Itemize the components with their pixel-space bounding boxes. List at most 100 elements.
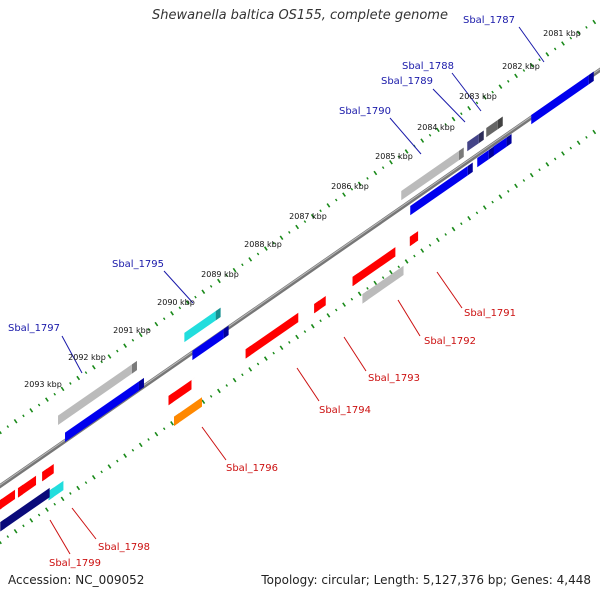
gene-label[interactable]: Sbal_1795 <box>112 259 164 270</box>
tick-mark <box>241 263 244 267</box>
gene-feature[interactable] <box>245 309 304 359</box>
gene-label-leader <box>451 72 482 112</box>
tick-mark <box>256 252 260 256</box>
gene-feature[interactable] <box>0 484 55 532</box>
kbp-label: 2091 kbp <box>113 326 151 335</box>
tick-mark <box>381 166 385 170</box>
gene-bar-side <box>138 377 144 391</box>
gene-label[interactable]: Sbal_1793 <box>368 373 420 384</box>
gene-feature[interactable] <box>409 227 424 247</box>
gene-feature[interactable] <box>42 460 59 482</box>
gene-feature[interactable] <box>65 377 144 442</box>
tick-mark <box>29 408 34 413</box>
gene-bar-face <box>48 480 64 501</box>
gene-label[interactable]: Sbal_1797 <box>8 323 60 334</box>
gene-bar-face <box>184 311 216 343</box>
gene-bar-face <box>0 489 16 510</box>
gene-feature[interactable] <box>493 133 512 156</box>
gene-feature[interactable] <box>362 262 409 304</box>
tick-mark <box>131 338 135 342</box>
gene-feature[interactable] <box>531 71 594 125</box>
tick-mark <box>131 448 135 452</box>
tick-mark <box>6 535 10 538</box>
tick-mark <box>506 79 510 83</box>
tick-mark <box>413 254 416 258</box>
tick-mark <box>116 349 119 353</box>
tick-mark <box>107 354 112 359</box>
gene-feature[interactable] <box>192 325 229 361</box>
gene-bar-side <box>588 71 594 85</box>
tick-mark <box>334 198 338 202</box>
gene-bar-top <box>493 133 512 147</box>
gene-feature[interactable] <box>184 307 221 343</box>
gene-label-leader <box>397 299 421 337</box>
gene-feature[interactable] <box>352 243 401 287</box>
tick-mark <box>585 135 588 139</box>
kbp-label: 2081 kbp <box>543 29 581 38</box>
gene-label[interactable]: Sbal_1792 <box>424 336 476 347</box>
gene-bar-face <box>362 265 404 304</box>
gene-feature[interactable] <box>168 376 197 406</box>
gene-label[interactable]: Sbal_1791 <box>464 308 516 319</box>
gene-label-leader <box>436 271 463 309</box>
gene-bar-top <box>477 146 494 158</box>
tick-mark <box>576 140 581 146</box>
gene-label[interactable]: Sbal_1796 <box>226 463 278 474</box>
tick-mark <box>29 518 34 523</box>
tick-mark <box>389 159 393 165</box>
gene-label[interactable]: Sbal_1788 <box>402 61 454 72</box>
tick-mark <box>138 332 143 338</box>
tick-mark <box>13 528 18 534</box>
gene-feature[interactable] <box>58 360 137 425</box>
tick-mark <box>514 73 518 79</box>
gene-feature[interactable] <box>0 486 21 511</box>
gene-bar-side <box>458 147 464 161</box>
tick-mark <box>22 524 25 528</box>
genome-summary-label: Topology: circular; Length: 5,127,376 bp… <box>261 573 591 587</box>
gene-label[interactable]: Sbal_1798 <box>98 542 150 553</box>
gene-feature[interactable] <box>174 393 207 426</box>
tick-mark <box>303 330 307 333</box>
gene-label[interactable]: Sbal_1789 <box>381 76 433 87</box>
gene-feature[interactable] <box>467 130 484 152</box>
tick-mark <box>225 274 229 277</box>
label-leaders <box>49 26 545 555</box>
gene-feature[interactable] <box>48 477 69 501</box>
gene-bar-top <box>184 307 221 333</box>
tick-tracks <box>0 19 597 545</box>
gene-feature[interactable] <box>477 146 494 168</box>
gene-bar-face <box>531 75 589 125</box>
tick-mark <box>116 459 119 463</box>
tick-mark <box>303 220 307 223</box>
tick-mark <box>326 203 331 208</box>
gene-feature[interactable] <box>17 472 42 498</box>
gene-feature[interactable] <box>486 116 503 138</box>
tick-mark <box>217 278 221 284</box>
tick-mark <box>154 431 159 437</box>
tick-mark <box>170 311 174 316</box>
tick-mark <box>451 116 456 122</box>
gene-bar-top <box>168 376 197 396</box>
tick-mark <box>194 295 197 299</box>
tick-mark <box>444 233 447 236</box>
gene-bar-top <box>245 309 304 350</box>
gene-label[interactable]: Sbal_1799 <box>49 558 101 569</box>
tick-mark <box>576 30 581 36</box>
gene-label[interactable]: Sbal_1787 <box>463 15 515 26</box>
gene-feature[interactable] <box>410 162 473 216</box>
tick-mark <box>498 84 503 89</box>
gene-feature[interactable] <box>401 147 464 201</box>
gene-label-leader <box>49 519 71 555</box>
gene-label[interactable]: Sbal_1794 <box>319 405 371 416</box>
kbp-label: 2084 kbp <box>417 123 455 132</box>
gene-bar-side <box>506 133 512 147</box>
gene-feature[interactable] <box>314 292 331 314</box>
tick-mark <box>138 442 143 448</box>
tick-mark <box>460 112 463 116</box>
tick-mark <box>201 399 206 404</box>
gene-label[interactable]: Sbal_1790 <box>339 106 391 117</box>
tick-mark <box>561 41 565 46</box>
gene-bar-side <box>131 360 137 374</box>
tick-mark <box>256 362 260 366</box>
